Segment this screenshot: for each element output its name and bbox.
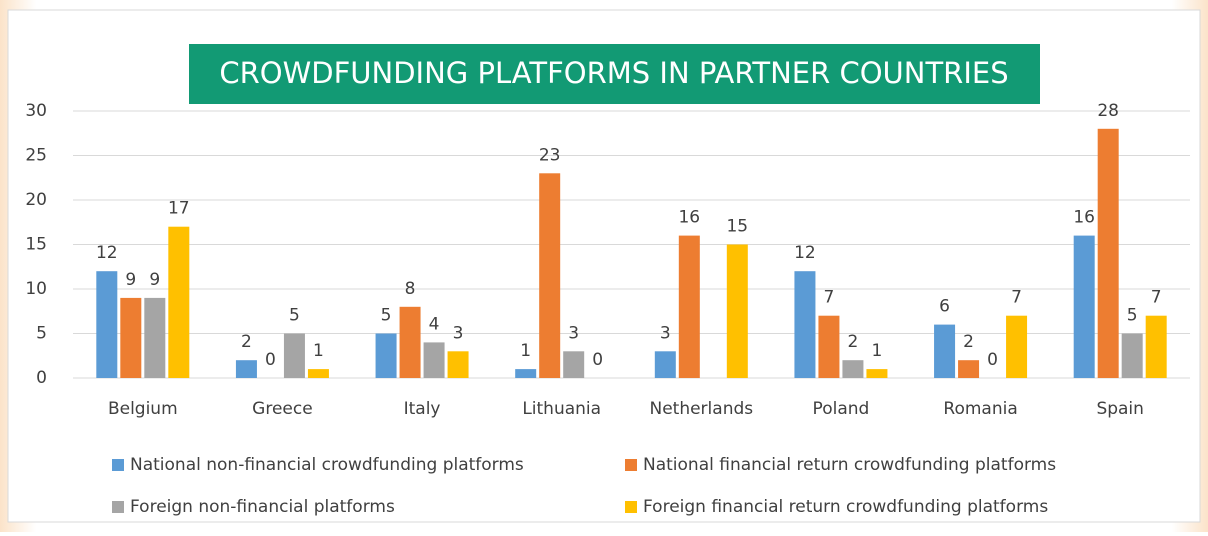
data-label: 2 <box>848 332 859 352</box>
data-label: 1 <box>872 341 883 361</box>
data-label: 23 <box>539 145 561 165</box>
y-tick-label: 5 <box>36 324 47 344</box>
data-label: 3 <box>568 323 579 343</box>
data-label: 17 <box>168 199 190 219</box>
data-label: 15 <box>726 217 748 237</box>
x-tick-label: Romania <box>943 399 1017 419</box>
bar <box>235 360 257 378</box>
data-label: 0 <box>592 350 603 370</box>
bar <box>563 351 585 378</box>
data-label: 2 <box>963 332 974 352</box>
bar <box>120 297 142 378</box>
data-label: 4 <box>429 314 440 334</box>
data-label: 7 <box>824 288 835 308</box>
data-label: 7 <box>1011 288 1022 308</box>
bar <box>1145 315 1167 378</box>
data-label: 16 <box>678 208 700 228</box>
bar <box>1073 235 1095 378</box>
data-label: 6 <box>939 297 950 317</box>
legend-label: Foreign non-financial platforms <box>130 497 395 517</box>
y-tick-label: 25 <box>25 146 47 166</box>
legend-label: National non-financial crowdfunding plat… <box>130 455 524 475</box>
legend-label: National financial return crowdfunding p… <box>643 455 1056 475</box>
data-label: 8 <box>405 279 416 299</box>
bar <box>958 360 980 378</box>
x-tick-label: Spain <box>1096 399 1144 419</box>
legend-swatch <box>625 459 637 471</box>
bar <box>375 333 397 378</box>
data-label: 7 <box>1151 288 1162 308</box>
bar <box>1121 333 1143 378</box>
x-tick-label: Netherlands <box>649 399 753 419</box>
data-label: 3 <box>660 323 671 343</box>
bar <box>866 369 888 378</box>
bar <box>399 306 421 378</box>
bar <box>818 315 840 378</box>
legend-swatch <box>625 501 637 513</box>
data-label: 12 <box>96 243 118 263</box>
x-tick-label: Poland <box>813 399 870 419</box>
bar <box>168 226 190 378</box>
title-box <box>189 44 1040 104</box>
data-label: 1 <box>520 341 531 361</box>
y-tick-label: 10 <box>25 279 47 299</box>
y-tick-label: 20 <box>25 190 47 210</box>
bar <box>96 271 118 378</box>
data-label: 12 <box>794 243 816 263</box>
data-label: 16 <box>1073 208 1095 228</box>
bar <box>934 324 956 378</box>
data-label: 5 <box>289 306 300 326</box>
data-label: 9 <box>149 270 160 290</box>
bar <box>283 333 305 378</box>
data-label: 0 <box>987 350 998 370</box>
data-label: 5 <box>1127 306 1138 326</box>
data-label: 28 <box>1097 101 1119 121</box>
data-label: 9 <box>125 270 136 290</box>
bar <box>678 235 700 378</box>
y-tick-label: 30 <box>25 101 47 121</box>
bar <box>307 369 329 378</box>
data-label: 3 <box>453 323 464 343</box>
bar <box>515 369 537 378</box>
bar <box>539 173 561 378</box>
bar <box>423 342 445 378</box>
data-label: 1 <box>313 341 324 361</box>
bar <box>654 351 676 378</box>
legend-swatch <box>112 501 124 513</box>
bar <box>144 297 166 378</box>
chart-title: CROWDFUNDING PLATFORMS IN PARTNER COUNTR… <box>219 56 1008 90</box>
bar <box>726 244 748 378</box>
y-tick-label: 15 <box>25 235 47 255</box>
y-tick-label: 0 <box>36 368 47 388</box>
data-label: 2 <box>241 332 252 352</box>
x-tick-label: Italy <box>404 399 441 419</box>
bar <box>842 360 864 378</box>
bar <box>1097 128 1119 378</box>
x-tick-label: Lithuania <box>522 399 601 419</box>
bar <box>794 271 816 378</box>
bar <box>447 351 469 378</box>
legend-label: Foreign financial return crowdfunding pl… <box>643 497 1048 517</box>
x-tick-label: Belgium <box>108 399 178 419</box>
x-tick-label: Greece <box>252 399 313 419</box>
data-label: 0 <box>265 350 276 370</box>
data-label: 5 <box>381 306 392 326</box>
bar <box>1006 315 1028 378</box>
legend-swatch <box>112 459 124 471</box>
